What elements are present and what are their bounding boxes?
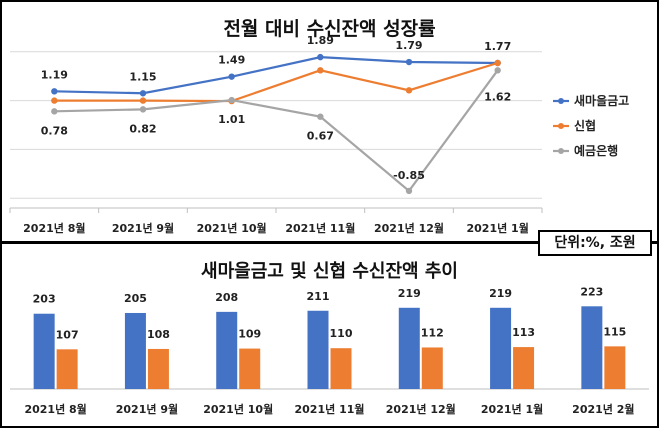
bar-series-1	[421, 347, 443, 389]
line-point-series-0	[51, 88, 58, 95]
bar-data-label: 110	[330, 327, 353, 340]
line-data-label: 1.01	[218, 113, 245, 126]
bar-series-0	[398, 307, 420, 389]
line-point-series-0	[228, 73, 235, 80]
legend-label: 신협	[574, 118, 596, 133]
bar-data-label: 107	[56, 328, 79, 341]
line-data-label: 0.82	[129, 122, 156, 135]
line-point-series-1	[405, 87, 413, 94]
bar-data-label: 223	[580, 285, 603, 298]
bar-chart-x-tick-label: 2021년 1월	[481, 402, 543, 416]
bar-data-label: 219	[489, 287, 512, 300]
bar-series-1	[604, 346, 626, 389]
line-chart-x-tick-label: 2021년 11월	[285, 221, 355, 235]
bar-data-label: 219	[398, 287, 421, 300]
bar-chart-x-tick-label: 2021년 12월	[386, 402, 456, 416]
growth-chart-title: 전월 대비 수신잔액 성장률	[223, 18, 436, 40]
legend-swatch-marker	[558, 98, 564, 104]
unit-label: 단위:%, 조원	[538, 230, 652, 256]
bar-data-label: 203	[33, 293, 56, 306]
bar-data-label: 115	[603, 325, 626, 338]
bar-chart-x-tick-label: 2021년 9월	[116, 402, 178, 416]
line-chart-x-tick-label: 2021년 1월	[466, 221, 528, 235]
line-point-series-2	[317, 113, 324, 120]
bar-series-1	[513, 347, 535, 389]
line-data-label: 1.49	[218, 54, 245, 67]
line-point-series-2	[228, 96, 235, 104]
line-point-series-0	[405, 58, 413, 66]
line-point-series-0	[317, 53, 324, 61]
bar-series-1	[330, 348, 352, 389]
line-point-series-2	[405, 187, 413, 195]
bar-series-0	[307, 310, 329, 389]
line-chart-x-tick-label: 2021년 12월	[374, 221, 444, 235]
bar-chart-x-tick-label: 2021년 2월	[572, 402, 634, 416]
bar-chart-x-tick-label: 2021년 8월	[24, 402, 86, 416]
line-point-series-0	[139, 90, 147, 97]
line-point-series-2	[139, 106, 147, 113]
bar-chart-x-tick-label: 2021년 11월	[295, 402, 365, 416]
bar-chart-x-tick-label: 2021년 10월	[203, 402, 273, 416]
panel-divider	[0, 241, 659, 244]
bar-series-0	[216, 311, 238, 389]
line-data-label: 0.67	[307, 130, 334, 143]
bar-series-0	[490, 307, 512, 389]
line-data-label: 1.77	[484, 40, 511, 53]
line-point-series-2	[494, 67, 501, 74]
line-chart-x-tick-label: 2021년 8월	[23, 221, 85, 235]
bar-data-label: 208	[215, 291, 238, 304]
bar-data-label: 108	[147, 328, 170, 341]
bar-data-label: 211	[307, 290, 330, 303]
line-point-series-1	[51, 97, 58, 104]
line-data-label: 1.62	[484, 90, 511, 103]
legend-label: 예금은행	[574, 143, 618, 158]
bar-data-label: 112	[421, 326, 444, 339]
legend-swatch-marker	[558, 123, 564, 129]
line-point-series-1	[494, 59, 501, 67]
bar-series-0	[124, 312, 146, 389]
bar-series-0	[33, 313, 55, 389]
bar-series-1	[147, 348, 169, 389]
line-data-label: 1.15	[129, 70, 156, 83]
bar-data-label: 109	[238, 328, 261, 341]
line-point-series-2	[51, 108, 58, 115]
line-series-1	[54, 61, 498, 103]
line-data-label: 1.79	[395, 39, 422, 52]
balance-chart-title: 새마을금고 및 신협 수신잔액 추이	[201, 261, 458, 282]
line-data-label: 0.78	[41, 124, 68, 137]
line-point-series-1	[317, 67, 324, 74]
line-data-label: 1.89	[307, 34, 334, 47]
line-series-2	[54, 69, 499, 193]
legend-swatch-marker	[558, 148, 564, 154]
line-series-0	[54, 56, 498, 95]
bar-series-1	[56, 349, 78, 389]
line-data-label: -0.85	[393, 169, 425, 182]
bar-data-label: 205	[124, 292, 147, 305]
line-chart-x-tick-label: 2021년 9월	[112, 221, 174, 235]
bar-data-label: 113	[512, 326, 535, 339]
bar-series-0	[581, 306, 603, 389]
line-data-label: 1.19	[41, 68, 68, 81]
bar-series-1	[239, 348, 261, 389]
line-chart-x-tick-label: 2021년 10월	[197, 221, 267, 235]
line-point-series-1	[139, 97, 147, 104]
legend-label: 새마을금고	[574, 93, 629, 108]
